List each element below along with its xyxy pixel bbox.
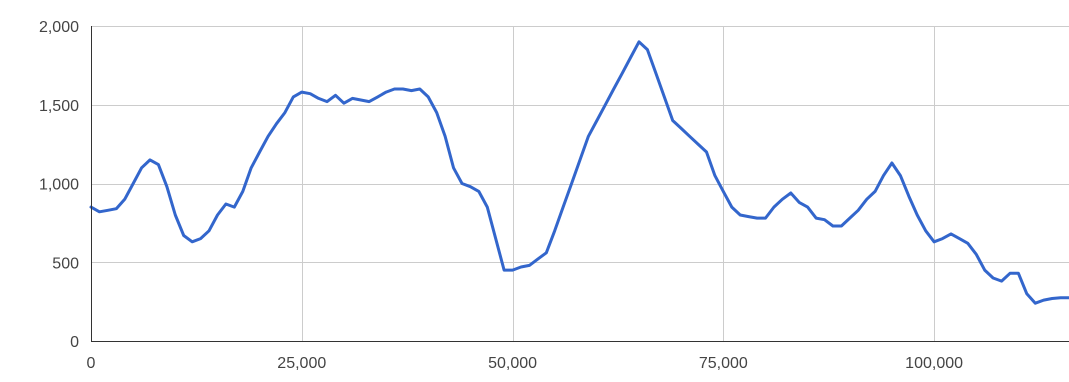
x-tick-label: 50,000: [488, 355, 537, 372]
series-lines: [89, 40, 1069, 305]
x-tick-label: 0: [87, 355, 96, 372]
y-tick-label: 0: [70, 334, 79, 351]
series-line: [89, 40, 1069, 305]
y-tick-label: 500: [52, 255, 79, 272]
axes: [91, 26, 1069, 342]
y-tick-label: 1,500: [39, 98, 79, 115]
x-tick-label: 100,000: [905, 355, 963, 372]
tick-labels: 0 500 1,000 1,500 2,000 0 25,000 50,000 75,000 10…: [39, 19, 963, 372]
gridlines: [91, 26, 1069, 341]
y-tick-label: 1,000: [39, 177, 79, 194]
x-tick-label: 25,000: [277, 355, 326, 372]
y-tick-label: 2,000: [39, 19, 79, 36]
x-tick-label: 75,000: [699, 355, 748, 372]
